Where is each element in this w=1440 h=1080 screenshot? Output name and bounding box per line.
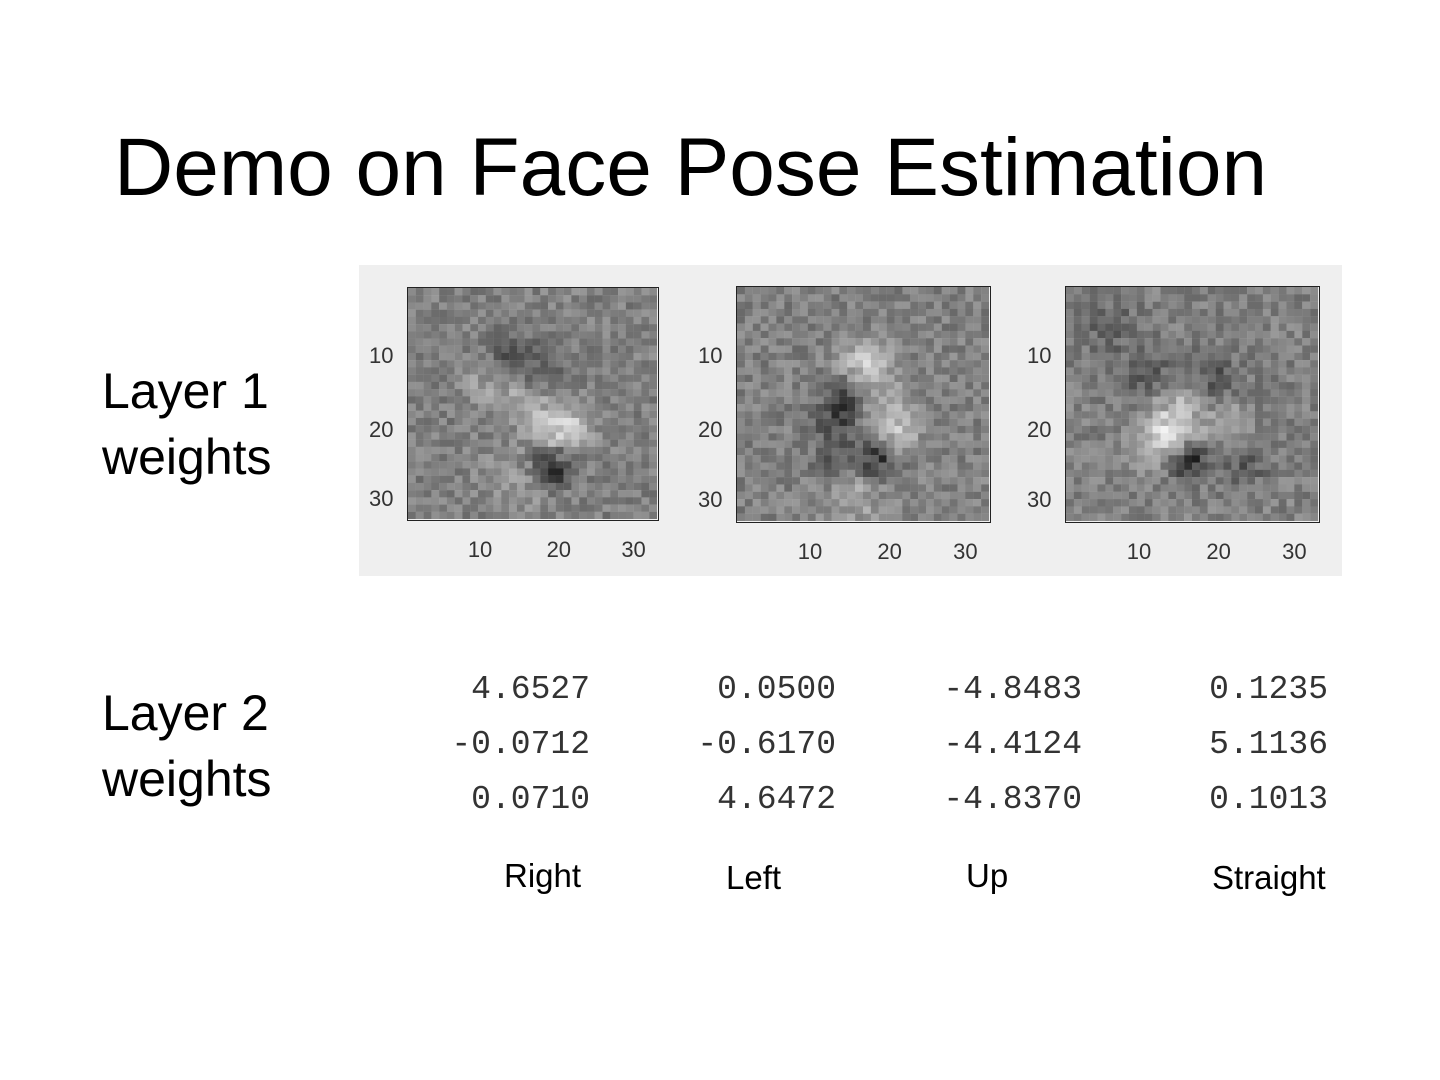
layer1-label: Layer 1 weights bbox=[102, 358, 272, 490]
weight-map-1-xtick-10: 10 bbox=[467, 537, 493, 562]
weight-value-up-3: -4.8370 bbox=[943, 781, 1082, 818]
weight-map-1-ytick-30: 30 bbox=[369, 485, 394, 511]
weight-map-2-xtick-10: 10 bbox=[797, 539, 823, 564]
weight-map-3-ytick-20: 20 bbox=[1027, 417, 1052, 443]
weight-map-1-pixels bbox=[408, 288, 657, 519]
weight-value-up-1: -4.8483 bbox=[943, 671, 1082, 708]
weight-value-left-2: -0.6170 bbox=[697, 726, 836, 763]
weight-value-right-1: 4.6527 bbox=[471, 671, 590, 708]
weight-map-2-ytick-10: 10 bbox=[698, 343, 723, 369]
weight-map-2-ytick-20: 20 bbox=[698, 417, 723, 443]
layer1-label-line2: weights bbox=[102, 429, 272, 485]
weight-value-straight-3: 0.1013 bbox=[1209, 781, 1328, 818]
weight-map-2-ytick-30: 30 bbox=[698, 487, 723, 513]
weight-value-right-2: -0.0712 bbox=[451, 726, 590, 763]
weight-value-straight-2: 5.1136 bbox=[1209, 726, 1328, 763]
weight-map-3-xtick-30: 30 bbox=[1282, 539, 1307, 564]
weight-map-3-ytick-30: 30 bbox=[1027, 487, 1052, 513]
class-label-right: Right bbox=[504, 857, 582, 894]
weight-map-3-xtick-20: 20 bbox=[1206, 539, 1231, 564]
layer2-weights-table: 4.6527 -0.0712 0.0710 0.0500 -0.6170 4.6472 -4… bbox=[400, 668, 1360, 828]
weight-map-3-pixels bbox=[1066, 287, 1318, 521]
weight-value-right-3: 0.0710 bbox=[471, 781, 590, 818]
weight-map-2-xtick-30: 30 bbox=[953, 539, 978, 564]
weight-map-1-ytick-20: 20 bbox=[369, 416, 394, 442]
weight-map-2 bbox=[736, 286, 991, 523]
layer2-label-line1: Layer 2 bbox=[102, 685, 269, 741]
class-label-straight: Straight bbox=[1212, 859, 1326, 896]
weight-map-1-ytick-10: 10 bbox=[369, 343, 394, 369]
layer1-weights-figure: 10 10 20 20 30 30 10 10 20 20 30 30 10 10 20 20 30 30 bbox=[359, 265, 1342, 576]
layer2-label: Layer 2 weights bbox=[102, 680, 272, 812]
weight-map-2-pixels bbox=[737, 287, 989, 521]
weight-map-3 bbox=[1065, 286, 1320, 523]
layer2-label-line2: weights bbox=[102, 751, 272, 807]
weight-value-left-1: 0.0500 bbox=[717, 671, 836, 708]
weight-value-straight-1: 0.1235 bbox=[1209, 671, 1328, 708]
weight-map-1-xtick-20: 20 bbox=[546, 537, 572, 562]
weight-map-3-ytick-10: 10 bbox=[1027, 343, 1052, 369]
class-label-up: Up bbox=[966, 857, 1009, 894]
weight-map-3-xtick-10: 10 bbox=[1126, 539, 1152, 564]
weight-map-2-xtick-20: 20 bbox=[877, 539, 902, 564]
class-label-left: Left bbox=[726, 859, 782, 896]
layer1-label-line1: Layer 1 bbox=[102, 363, 269, 419]
weight-value-left-3: 4.6472 bbox=[717, 781, 836, 818]
weight-map-1 bbox=[407, 287, 659, 521]
weight-map-1-xtick-30: 30 bbox=[621, 537, 646, 562]
weight-value-up-2: -4.4124 bbox=[943, 726, 1082, 763]
slide-title: Demo on Face Pose Estimation bbox=[114, 122, 1268, 213]
